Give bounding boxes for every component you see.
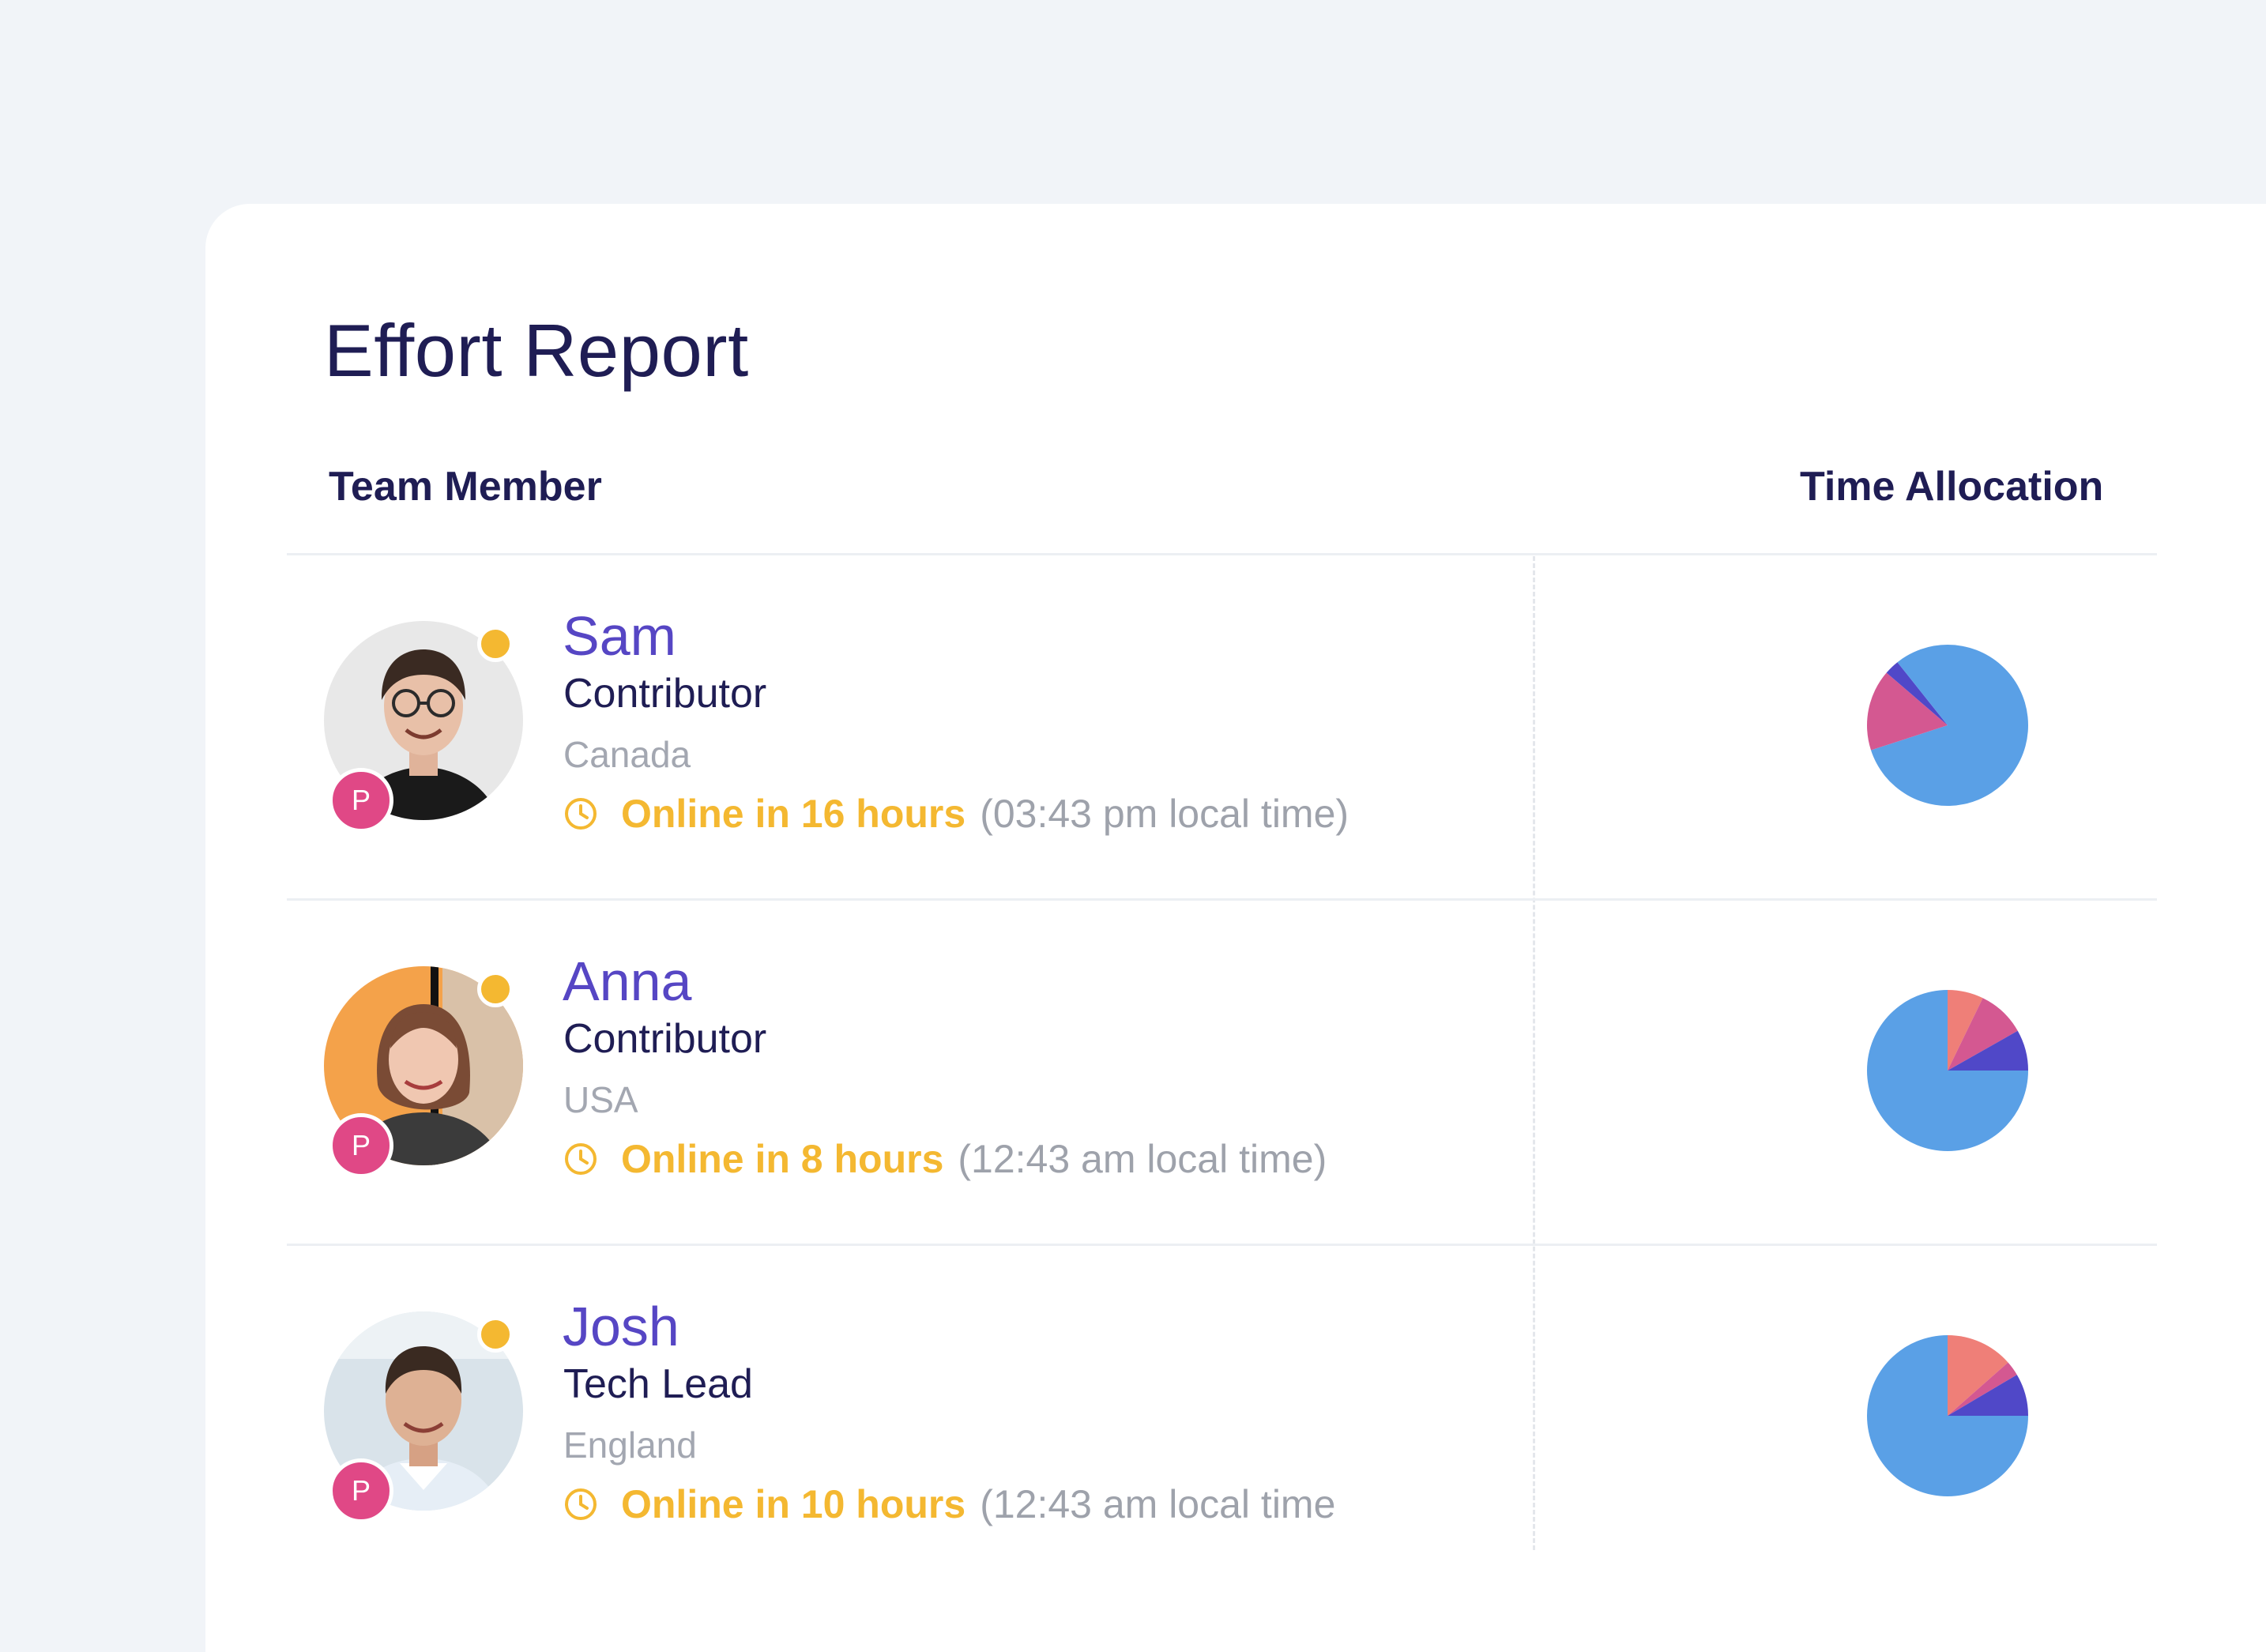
pie-slice[interactable] bbox=[1867, 990, 2028, 1151]
online-status-line: Online in 16 hours (03:43 pm local time) bbox=[563, 791, 1349, 837]
time-allocation-pie[interactable] bbox=[1865, 642, 2031, 808]
online-status-line: Online in 8 hours (12:43 am local time) bbox=[563, 1136, 1327, 1182]
project-badge: P bbox=[329, 1458, 393, 1523]
local-time-text: (03:43 pm local time) bbox=[980, 792, 1349, 836]
pie-slice[interactable] bbox=[1886, 662, 1948, 725]
clock-icon bbox=[563, 796, 599, 832]
effort-report-card: Effort Report Team Member Time Allocatio… bbox=[205, 204, 2266, 1652]
member-country: USA bbox=[563, 1079, 638, 1120]
team-member-row[interactable]: P Josh Tech Lead England Online in 10 ho… bbox=[205, 1246, 2157, 1589]
online-status-dot bbox=[477, 626, 514, 662]
pie-slice[interactable] bbox=[1948, 998, 2018, 1071]
pie-slice[interactable] bbox=[1948, 1335, 2008, 1416]
online-in-text: Online in 10 hours bbox=[621, 1482, 966, 1526]
local-time-text: (12:43 am local time bbox=[980, 1482, 1336, 1526]
project-badge: P bbox=[329, 768, 393, 833]
project-badge: P bbox=[329, 1113, 393, 1178]
member-avatar-wrap: P bbox=[324, 1311, 523, 1523]
column-header-time-allocation: Time Allocation bbox=[1800, 464, 2104, 510]
clock-icon bbox=[563, 1141, 599, 1177]
team-member-row[interactable]: P Sam Contributor Canada Online in 16 ho… bbox=[205, 555, 2157, 898]
time-allocation-pie[interactable] bbox=[1865, 988, 2031, 1153]
member-name[interactable]: Josh bbox=[563, 1296, 679, 1357]
time-allocation-pie[interactable] bbox=[1865, 1333, 2031, 1499]
member-role: Contributor bbox=[563, 671, 767, 717]
table-header-divider bbox=[287, 553, 2157, 555]
pie-slice[interactable] bbox=[1870, 645, 2028, 806]
member-avatar-wrap: P bbox=[324, 966, 523, 1178]
online-status-dot bbox=[477, 971, 514, 1007]
online-status-dot bbox=[477, 1316, 514, 1353]
column-header-team-member: Team Member bbox=[329, 464, 602, 510]
pie-slice[interactable] bbox=[1897, 645, 1948, 725]
member-country: England bbox=[563, 1424, 697, 1466]
pie-slice[interactable] bbox=[1948, 1030, 2028, 1071]
online-in-text: Online in 8 hours bbox=[621, 1137, 944, 1181]
member-role: Tech Lead bbox=[563, 1361, 753, 1407]
member-name[interactable]: Anna bbox=[563, 950, 692, 1012]
clock-icon bbox=[563, 1486, 599, 1522]
row-divider bbox=[287, 1244, 2157, 1246]
page-title: Effort Report bbox=[324, 309, 749, 392]
pie-slice[interactable] bbox=[1867, 1335, 2028, 1496]
avatar[interactable] bbox=[324, 621, 523, 820]
member-avatar-wrap: P bbox=[324, 621, 523, 833]
online-status-line: Online in 10 hours (12:43 am local time bbox=[563, 1481, 1335, 1527]
pie-slice[interactable] bbox=[1867, 672, 1948, 751]
local-time-text: (12:43 am local time) bbox=[958, 1137, 1327, 1181]
member-country: Canada bbox=[563, 734, 691, 775]
pie-slice[interactable] bbox=[1948, 1362, 2017, 1416]
pie-slice[interactable] bbox=[1948, 990, 1983, 1071]
column-divider bbox=[1533, 556, 1535, 1550]
pie-slice[interactable] bbox=[1948, 1375, 2028, 1416]
member-name[interactable]: Sam bbox=[563, 605, 676, 667]
online-in-text: Online in 16 hours bbox=[621, 792, 966, 836]
row-divider bbox=[287, 898, 2157, 901]
member-role: Contributor bbox=[563, 1016, 767, 1062]
team-member-row[interactable]: P Anna Contributor USA Online in 8 hours… bbox=[205, 901, 2157, 1244]
